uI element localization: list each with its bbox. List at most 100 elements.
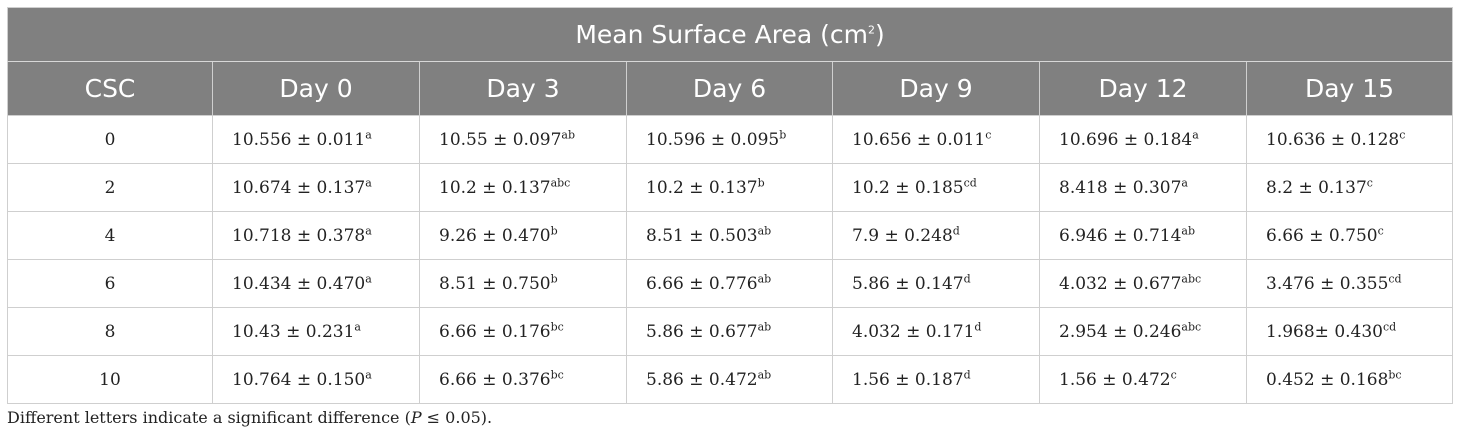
column-header-csc: CSC [7, 61, 213, 116]
value-cell: 6.66 ± 0.376bc [419, 355, 627, 404]
value-text: 6.66 ± 0.376 [439, 369, 551, 390]
value-text: 8.51 ± 0.503 [646, 225, 758, 246]
value-text: 10.764 ± 0.150 [232, 369, 366, 390]
value-text: 1.56 ± 0.472 [1059, 369, 1171, 390]
csc-cell: 6 [7, 259, 213, 308]
value-text: 4.032 ± 0.677 [1059, 273, 1182, 294]
value-cell: 10.674 ± 0.137a [212, 163, 420, 212]
value-cell: 10.764 ± 0.150a [212, 355, 420, 404]
value-text: 0.452 ± 0.168 [1266, 369, 1389, 390]
significance-letters: bc [550, 367, 564, 381]
significance-letters: c [1399, 127, 1406, 141]
table-row: 0 10.556 ± 0.011a 10.55 ± 0.097ab 10.596… [7, 115, 1454, 164]
significance-letters: c [1377, 223, 1384, 237]
value-cell: 6.66 ± 0.176bc [419, 307, 627, 356]
significance-letters: a [1192, 127, 1199, 141]
value-text: 1.56 ± 0.187 [852, 369, 964, 390]
value-text: 9.26 ± 0.470 [439, 225, 551, 246]
value-cell: 5.86 ± 0.147d [832, 259, 1040, 308]
significance-letters: b [779, 127, 787, 141]
significance-letters: abc [550, 175, 571, 189]
value-cell: 1.56 ± 0.472c [1039, 355, 1247, 404]
value-text: 10.2 ± 0.137 [646, 177, 758, 198]
value-text: 7.9 ± 0.248 [852, 225, 953, 246]
column-header-day-9: Day 9 [832, 61, 1040, 116]
column-header-day-3: Day 3 [419, 61, 627, 116]
significance-letters: ab [757, 319, 772, 333]
value-text: 5.86 ± 0.147 [852, 273, 964, 294]
value-cell: 6.66 ± 0.750c [1245, 211, 1454, 260]
value-cell: 8.2 ± 0.137c [1245, 163, 1454, 212]
value-text: 4.032 ± 0.171 [852, 321, 975, 342]
value-cell: 10.636 ± 0.128c [1245, 115, 1454, 164]
value-cell: 10.696 ± 0.184a [1039, 115, 1247, 164]
column-header-day-12: Day 12 [1039, 61, 1247, 116]
significance-letters: c [1170, 367, 1177, 381]
value-cell: 6.66 ± 0.776ab [626, 259, 833, 308]
value-text: 8.418 ± 0.307 [1059, 177, 1182, 198]
value-cell: 0.452 ± 0.168bc [1245, 355, 1454, 404]
footnote-text: Different letters indicate a significant… [7, 408, 411, 427]
significance-letters: ab [757, 367, 772, 381]
value-text: 3.476 ± 0.355 [1266, 273, 1389, 294]
value-cell: 10.434 ± 0.470a [212, 259, 420, 308]
table-title-superscript: 2 [867, 23, 875, 37]
value-cell: 10.718 ± 0.378a [212, 211, 420, 260]
significance-letters: bc [550, 319, 564, 333]
significance-letters: b [757, 175, 765, 189]
column-header-day-0: Day 0 [212, 61, 420, 116]
table-title-text: Mean Surface Area (cm [575, 20, 868, 49]
footnote-threshold: ≤ 0.05). [421, 408, 493, 427]
value-text: 6.946 ± 0.714 [1059, 225, 1182, 246]
table-row: 6 10.434 ± 0.470a 8.51 ± 0.750b 6.66 ± 0… [7, 259, 1454, 308]
significance-letters: a [1181, 175, 1188, 189]
column-header-row: CSC Day 0 Day 3 Day 6 Day 9 Day 12 Day 1… [7, 61, 1454, 116]
significance-letters: abc [1181, 319, 1202, 333]
value-text: 2.954 ± 0.246 [1059, 321, 1182, 342]
value-text: 1.968± 0.430 [1266, 321, 1383, 342]
footnote-p-symbol: P [410, 408, 422, 427]
value-cell: 4.032 ± 0.677abc [1039, 259, 1247, 308]
significance-letters: c [1366, 175, 1373, 189]
value-cell: 9.26 ± 0.470b [419, 211, 627, 260]
significance-letters: cd [1382, 319, 1397, 333]
significance-letters: a [365, 367, 372, 381]
value-cell: 10.656 ± 0.011c [832, 115, 1040, 164]
value-cell: 10.596 ± 0.095b [626, 115, 833, 164]
value-text: 5.86 ± 0.472 [646, 369, 758, 390]
significance-letters: ab [561, 127, 575, 141]
csc-cell: 10 [7, 355, 213, 404]
table-row: 2 10.674 ± 0.137a 10.2 ± 0.137abc 10.2 ±… [7, 163, 1454, 212]
value-text: 8.51 ± 0.750 [439, 273, 551, 294]
value-cell: 3.476 ± 0.355cd [1245, 259, 1454, 308]
value-cell: 10.556 ± 0.011a [212, 115, 420, 164]
significance-letters: ab [757, 223, 772, 237]
value-cell: 10.43 ± 0.231a [212, 307, 420, 356]
value-cell: 8.418 ± 0.307a [1039, 163, 1247, 212]
significance-letters: cd [963, 175, 977, 189]
significance-letters: a [365, 127, 372, 141]
significance-letters: ab [1181, 223, 1195, 237]
table-title-row: Mean Surface Area (cm2) [6, 7, 1454, 62]
significance-letters: abc [1181, 271, 1202, 285]
value-text: 10.2 ± 0.137 [439, 177, 551, 198]
significance-letters: d [952, 223, 960, 237]
csc-cell: 0 [7, 115, 213, 164]
value-cell: 10.55 ± 0.097ab [419, 115, 627, 164]
value-cell: 6.946 ± 0.714ab [1039, 211, 1247, 260]
value-text: 10.674 ± 0.137 [232, 177, 366, 198]
value-cell: 2.954 ± 0.246abc [1039, 307, 1247, 356]
table-title-close: ) [874, 20, 885, 49]
significance-letters: ab [757, 271, 772, 285]
value-cell: 1.968± 0.430cd [1245, 307, 1454, 356]
table-footnote: Different letters indicate a significant… [7, 408, 492, 427]
value-text: 6.66 ± 0.776 [646, 273, 758, 294]
significance-letters: b [550, 223, 558, 237]
value-text: 10.596 ± 0.095 [646, 129, 780, 150]
csc-cell: 4 [7, 211, 213, 260]
value-cell: 10.2 ± 0.185cd [832, 163, 1040, 212]
value-cell: 10.2 ± 0.137b [626, 163, 833, 212]
value-text: 8.2 ± 0.137 [1266, 177, 1367, 198]
significance-letters: a [365, 223, 372, 237]
value-text: 10.2 ± 0.185 [852, 177, 964, 198]
